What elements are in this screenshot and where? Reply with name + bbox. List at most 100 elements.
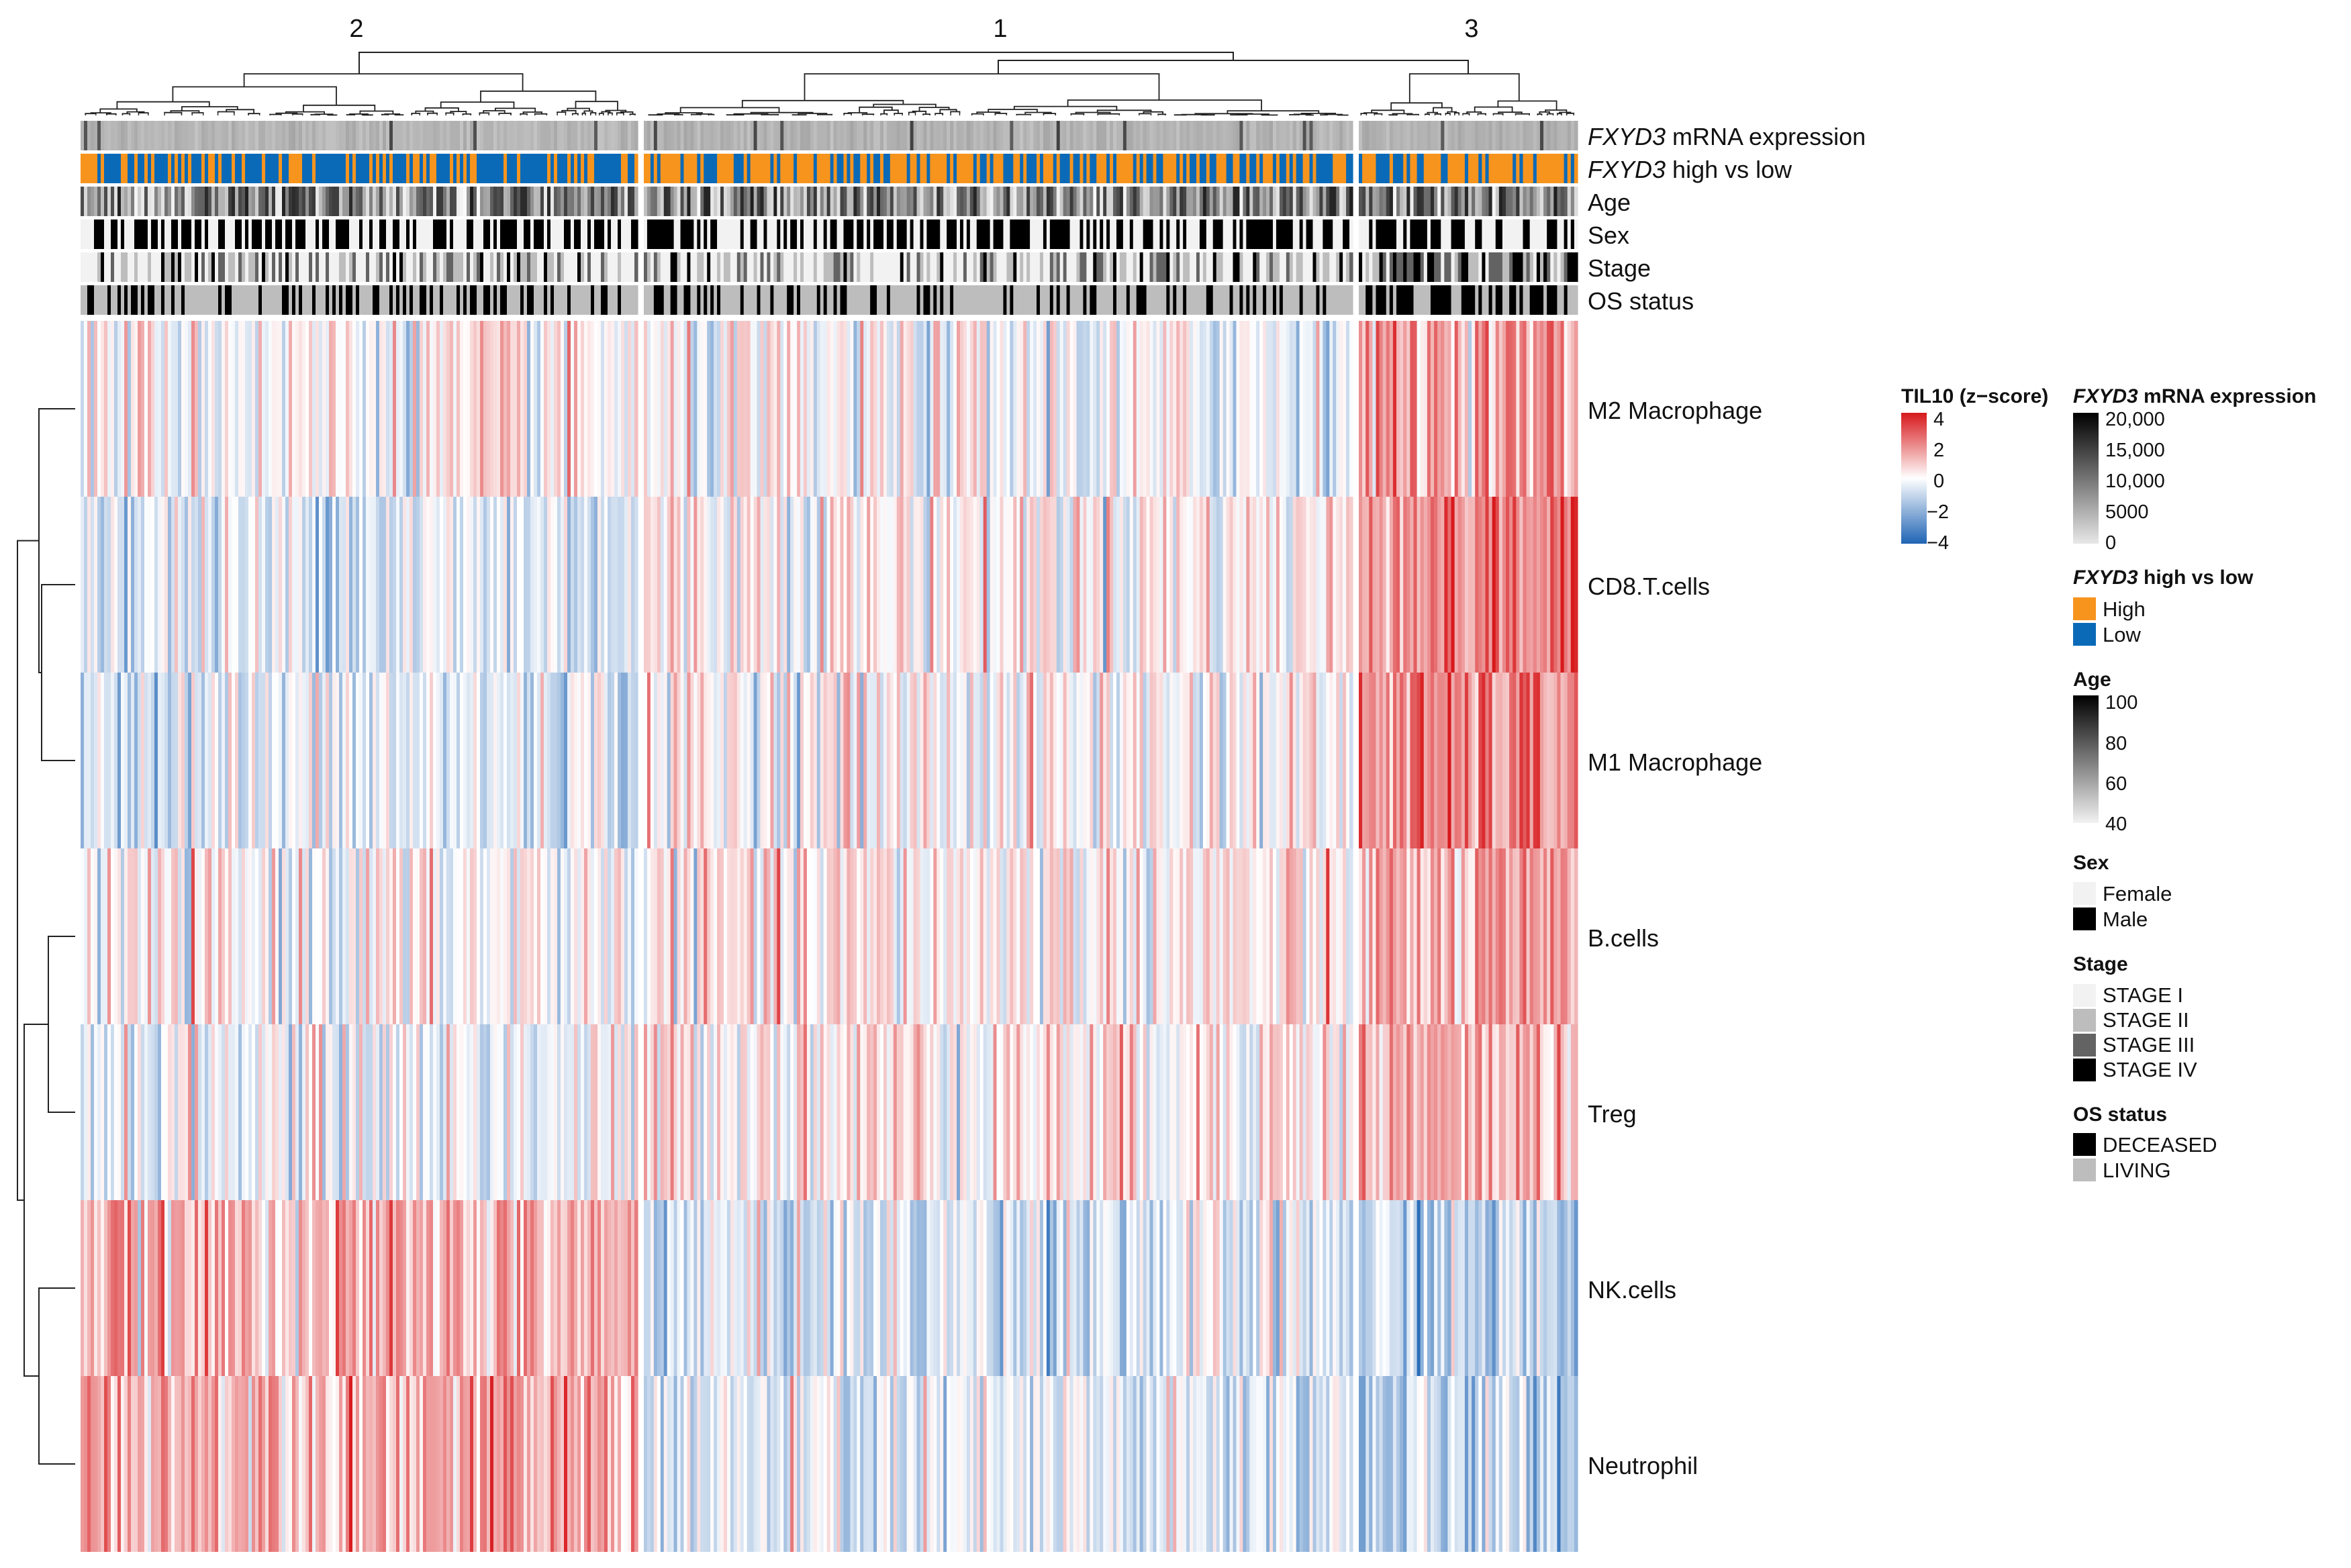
annotation-cell-sex (453, 219, 457, 249)
heatmap-cell-m2-macrophage (773, 321, 777, 497)
heatmap-cell-m2-macrophage (963, 321, 967, 497)
annotation-cell-fxyd3-group (1420, 154, 1425, 183)
annotation-cell-fxyd3-expression (830, 121, 834, 150)
annotation-cell-os-status (810, 285, 814, 315)
dendrogram-branch (575, 101, 618, 111)
annotation-cell-fxyd3-expression (763, 121, 768, 150)
heatmap-cell-b-cells (510, 848, 514, 1024)
heatmap-cell-m1-macrophage (870, 673, 874, 848)
annotation-cell-os-status (704, 285, 708, 315)
heatmap-cell-m2-macrophage (757, 321, 761, 497)
heatmap-cell-m1-macrophage (178, 673, 182, 848)
heatmap-cell-cd8-t-cells (1495, 497, 1500, 673)
annotation-cell-stage (634, 252, 638, 282)
heatmap-cell-b-cells (1196, 848, 1200, 1024)
heatmap-cell-cd8-t-cells (877, 497, 881, 673)
annotation-cell-stage (540, 252, 544, 282)
annotation-cell-stage (800, 252, 804, 282)
heatmap-cell-b-cells (1273, 848, 1277, 1024)
annotation-cell-sex (571, 219, 575, 249)
annotation-cell-sex (205, 219, 209, 249)
heatmap-cell-cd8-t-cells (1319, 497, 1323, 673)
annotation-cell-os-status (1336, 285, 1340, 315)
heatmap-cell-m2-macrophage (574, 321, 578, 497)
annotation-cell-sex (803, 219, 808, 249)
heatmap-cell-m1-macrophage (309, 673, 313, 848)
heatmap-cell-b-cells (1049, 848, 1054, 1024)
heatmap-cell-b-cells (1266, 848, 1270, 1024)
heatmap-cell-m1-macrophage (760, 673, 765, 848)
annotation-cell-os-status (853, 285, 857, 315)
annotation-cell-stage (1495, 252, 1500, 282)
annotation-cell-fxyd3-expression (1059, 121, 1064, 150)
heatmap-cell-m2-macrophage (1093, 321, 1097, 497)
annotation-cell-fxyd3-group (252, 154, 256, 183)
annotation-cell-stage (1030, 252, 1034, 282)
heatmap-cell-m2-macrophage (1209, 321, 1214, 497)
heatmap-cell-m2-macrophage (561, 321, 565, 497)
annotation-cell-fxyd3-expression (1547, 121, 1551, 150)
annotation-cell-sex (843, 219, 848, 249)
annotation-cell-sex (1574, 219, 1578, 249)
annotation-cell-stage (1199, 252, 1204, 282)
heatmap-cell-cd8-t-cells (747, 497, 751, 673)
annotation-cell-stage (683, 252, 688, 282)
annotation-cell-sex (693, 219, 698, 249)
heatmap-cell-m2-macrophage (1533, 321, 1537, 497)
annotation-cell-stage (1253, 252, 1257, 282)
heatmap-cell-m2-macrophage (1113, 321, 1117, 497)
annotation-cell-sex (1279, 219, 1284, 249)
annotation-cell-age (275, 187, 279, 216)
heatmap-cell-b-cells (1166, 848, 1170, 1024)
heatmap-cell-m2-macrophage (1156, 321, 1161, 497)
cluster-label-2: 2 (349, 15, 363, 43)
annotation-track-labels: FXYD3 mRNA expression FXYD3 high vs low … (1588, 123, 1866, 315)
annotation-cell-sex (117, 219, 122, 249)
annotation-cell-stage (896, 252, 901, 282)
annotation-cell-sex (660, 219, 665, 249)
heatmap-cell-cd8-t-cells (670, 497, 675, 673)
annotation-cell-os-status (690, 285, 694, 315)
annotation-cell-sex (1246, 219, 1250, 249)
annotation-cell-os-status (540, 285, 544, 315)
annotation-cell-sex (1026, 219, 1030, 249)
heatmap-cell-m1-macrophage (329, 673, 333, 848)
heatmap-cell-cd8-t-cells (493, 497, 497, 673)
heatmap-cell-b-cells (319, 848, 323, 1024)
annotation-cell-stage (1454, 252, 1459, 282)
heatmap-cell-treg (164, 1024, 169, 1200)
annotation-cell-fxyd3-group (433, 154, 437, 183)
heatmap-cell-b-cells (393, 848, 397, 1024)
heatmap-cell-cd8-t-cells (232, 497, 236, 673)
annotation-cell-fxyd3-expression (943, 121, 947, 150)
annotation-cell-sex (1119, 219, 1124, 249)
heatmap-cell-cd8-t-cells (923, 497, 928, 673)
heatmap-cell-m1-macrophage (1410, 673, 1414, 848)
heatmap-cell-m1-macrophage (770, 673, 774, 848)
heatmap-cell-b-cells (663, 848, 668, 1024)
annotation-cell-fxyd3-expression (275, 121, 279, 150)
annotation-cell-sex (979, 219, 984, 249)
annotation-cell-fxyd3-group (1543, 154, 1547, 183)
annotation-cell-os-status (1033, 285, 1037, 315)
heatmap-cell-cd8-t-cells (1406, 497, 1410, 673)
annotation-cell-fxyd3-expression (1434, 121, 1438, 150)
heatmap-cell-b-cells (1180, 848, 1184, 1024)
annotation-cell-age (1173, 187, 1177, 216)
heatmap-cell-b-cells (1420, 848, 1425, 1024)
heatmap-cell-treg (723, 1024, 728, 1200)
annotation-cell-fxyd3-group (305, 154, 309, 183)
dendrogram-branch (1427, 111, 1438, 115)
heatmap-cell-m2-macrophage (1276, 321, 1280, 497)
annotation-cell-sex (1403, 219, 1407, 249)
annotation-cell-age (1169, 187, 1173, 216)
annotation-cell-stage (1485, 252, 1490, 282)
annotation-cell-fxyd3-group (1256, 154, 1260, 183)
annotation-cell-os-status (1269, 285, 1274, 315)
annotation-cell-stage (1243, 252, 1247, 282)
annotation-cell-os-status (1229, 285, 1234, 315)
annotation-cell-fxyd3-group (979, 154, 984, 183)
annotation-cell-sex (646, 219, 651, 249)
annotation-cell-age (520, 187, 524, 216)
heatmap-cell-m2-macrophage (329, 321, 333, 497)
